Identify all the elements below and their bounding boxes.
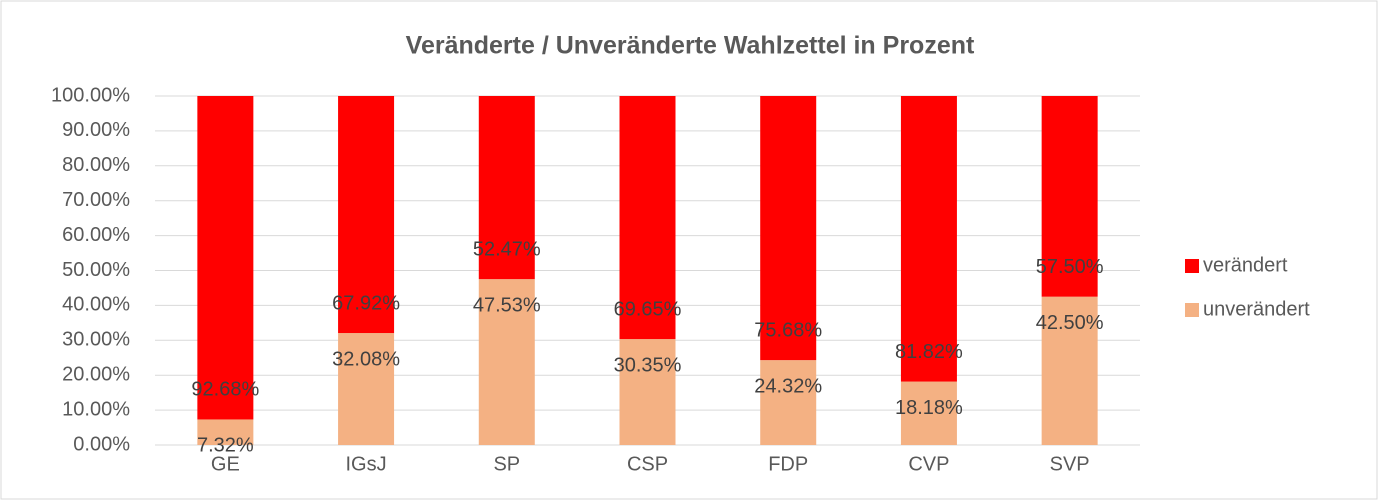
data-label: 52.47% bbox=[473, 238, 541, 260]
data-label: 24.32% bbox=[754, 375, 822, 397]
legend-swatch bbox=[1185, 303, 1199, 317]
data-label: 67.92% bbox=[332, 292, 400, 314]
data-label: 18.18% bbox=[895, 397, 963, 419]
bar-segment bbox=[900, 381, 957, 445]
bar-segment bbox=[478, 279, 535, 445]
bar-segment bbox=[1041, 296, 1098, 445]
data-label: 92.68% bbox=[191, 379, 259, 401]
bar-segment bbox=[338, 96, 395, 334]
x-tick-label: IGsJ bbox=[346, 453, 387, 475]
bar-segment bbox=[197, 96, 254, 420]
y-tick-label: 80.00% bbox=[62, 154, 130, 176]
y-tick-label: 50.00% bbox=[62, 259, 130, 281]
y-tick-label: 10.00% bbox=[62, 398, 130, 420]
data-label: 32.08% bbox=[332, 348, 400, 370]
x-tick-label: CSP bbox=[627, 453, 668, 475]
chart-title: Veränderte / Unveränderte Wahlzettel in … bbox=[406, 32, 975, 60]
data-label: 69.65% bbox=[614, 298, 682, 320]
data-label: 42.50% bbox=[1036, 312, 1104, 334]
bar-segment bbox=[619, 96, 676, 340]
y-tick-label: 100.00% bbox=[51, 84, 130, 106]
y-tick-label: 30.00% bbox=[62, 329, 130, 351]
y-tick-label: 60.00% bbox=[62, 224, 130, 246]
data-label: 57.50% bbox=[1036, 256, 1104, 278]
bar-segment bbox=[760, 96, 817, 361]
bar-segment bbox=[900, 96, 957, 382]
data-label: 7.32% bbox=[197, 435, 254, 457]
y-tick-label: 90.00% bbox=[62, 119, 130, 141]
x-tick-label: SP bbox=[493, 453, 520, 475]
legend-swatch bbox=[1185, 259, 1199, 273]
data-label: 75.68% bbox=[754, 319, 822, 341]
x-tick-label: GE bbox=[211, 453, 240, 475]
legend-label: unverändert bbox=[1203, 298, 1310, 320]
y-tick-label: 70.00% bbox=[62, 189, 130, 211]
bar-segment bbox=[197, 419, 254, 445]
bar-segment bbox=[619, 339, 676, 445]
bar-segment bbox=[338, 333, 395, 445]
bar-segment bbox=[1041, 96, 1098, 297]
x-tick-label: CVP bbox=[908, 453, 949, 475]
bar-segment bbox=[478, 96, 535, 280]
data-label: 47.53% bbox=[473, 294, 541, 316]
y-tick-label: 0.00% bbox=[73, 433, 130, 455]
data-label: 81.82% bbox=[895, 341, 963, 363]
bar-segment bbox=[760, 360, 817, 445]
y-tick-label: 20.00% bbox=[62, 363, 130, 385]
y-tick-label: 40.00% bbox=[62, 294, 130, 316]
data-label: 30.35% bbox=[614, 354, 682, 376]
x-tick-label: FDP bbox=[768, 453, 808, 475]
legend-label: verändert bbox=[1203, 254, 1288, 276]
x-tick-label: SVP bbox=[1050, 453, 1090, 475]
